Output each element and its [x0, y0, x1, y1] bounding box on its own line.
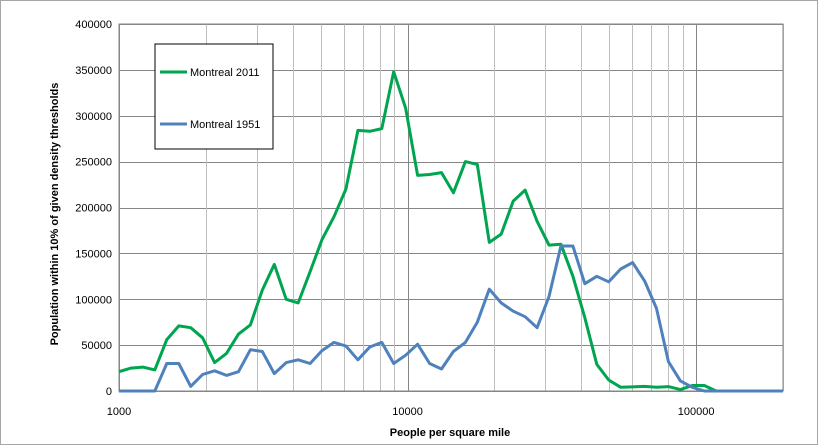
y-axis-ticks: 0 50000 100000 150000 200000 250000 300000 3500…	[75, 19, 112, 398]
y-tick-label: 350000	[75, 65, 112, 77]
legend: Montreal 2011 Montreal 1951	[154, 43, 274, 150]
y-tick-label: 200000	[75, 203, 112, 215]
y-tick-label: 150000	[75, 248, 112, 260]
x-tick-label: 100000	[678, 406, 715, 418]
y-tick-label: 250000	[75, 157, 112, 169]
x-axis-title: People per square mile	[390, 427, 510, 439]
legend-label-montreal-1951: Montreal 1951	[190, 119, 260, 131]
series-line-montreal-2011	[118, 70, 783, 393]
plot-area-border	[118, 23, 784, 392]
series-lines	[118, 70, 783, 393]
legend-box	[154, 43, 274, 150]
y-tick-label: 100000	[75, 294, 112, 306]
y-tick-label: 300000	[75, 111, 112, 123]
x-tick-label: 1000	[107, 406, 131, 418]
x-tick-label: 10000	[392, 406, 423, 418]
y-tick-label: 0	[106, 386, 112, 398]
x-axis-ticks: 1000 10000 100000	[107, 406, 715, 418]
y-tick-label: 50000	[81, 340, 112, 352]
series-line-montreal-1951	[119, 244, 783, 393]
legend-label-montreal-2011: Montreal 2011	[190, 67, 260, 79]
y-tick-label: 400000	[75, 19, 112, 31]
y-axis-title: Population within 10% of given density t…	[49, 83, 61, 346]
